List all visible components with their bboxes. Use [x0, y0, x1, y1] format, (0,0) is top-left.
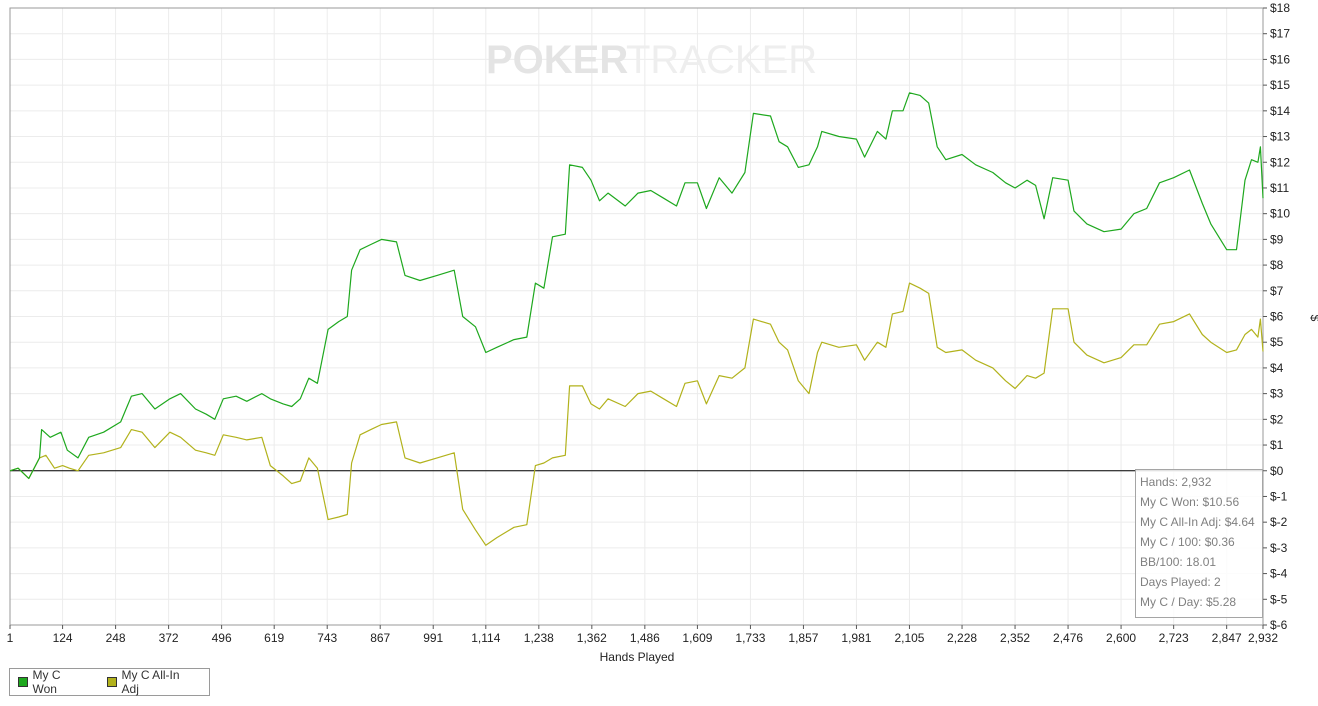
x-axis: 1 124 248 372 496 619 743 867 991 1,114 1,238 1,362…: [7, 625, 1278, 645]
legend-label-won: My C Won: [32, 668, 61, 696]
x-tick-label: 867: [370, 631, 390, 645]
x-tick-label: 1,981: [841, 631, 871, 645]
x-tick-label: 124: [53, 631, 73, 645]
legend-item-won[interactable]: My C Won: [18, 668, 85, 696]
x-tick-label: 248: [106, 631, 126, 645]
x-tick-label: 619: [264, 631, 284, 645]
y-tick-label: $-3: [1270, 541, 1288, 555]
stat-per-day: My C / Day: $5.28: [1140, 595, 1237, 609]
y-tick-label: $-4: [1270, 567, 1288, 581]
legend-swatch-won: [18, 677, 28, 687]
y-tick-label: $3: [1270, 387, 1284, 401]
y-tick-label: $2: [1270, 412, 1284, 426]
y-tick-label: $18: [1270, 1, 1290, 15]
stat-bb-100: BB/100: 18.01: [1140, 555, 1217, 569]
series-layer: [9, 92, 1264, 546]
series-line-my-c-all-in-adj[interactable]: [9, 282, 1264, 546]
y-tick-label: $-6: [1270, 618, 1288, 632]
y-tick-label: $6: [1270, 310, 1284, 324]
x-tick-label: 1: [7, 631, 14, 645]
grid: [9, 7, 1264, 626]
x-tick-label: 1,486: [630, 631, 660, 645]
y-tick-label: $8: [1270, 258, 1284, 272]
y-tick-label: $0: [1270, 464, 1284, 478]
stat-hands: Hands: 2,932: [1140, 475, 1212, 489]
y-tick-label: $10: [1270, 207, 1290, 221]
x-tick-label: 1,733: [735, 631, 765, 645]
stat-days-played: Days Played: 2: [1140, 575, 1221, 589]
y-tick-label: $17: [1270, 27, 1290, 41]
legend-swatch-allin-adj: [106, 677, 117, 687]
y-tick-label: $12: [1270, 155, 1290, 169]
x-tick-label: 1,362: [577, 631, 607, 645]
legend-label-allin-adj: My C All-In Adj: [121, 668, 180, 696]
y-tick-label: $-1: [1270, 489, 1288, 503]
series-line-my-c-won[interactable]: [9, 92, 1264, 480]
y-tick-label: $1: [1270, 438, 1284, 452]
watermark: POKER TRACKER: [486, 38, 817, 82]
x-tick-label: 2,476: [1053, 631, 1083, 645]
watermark-part2: TRACKER: [626, 38, 817, 82]
y-tick-label: $13: [1270, 130, 1290, 144]
y-tick-label: $15: [1270, 78, 1290, 92]
x-tick-label: 1,114: [471, 631, 500, 645]
x-tick-label: 1,238: [524, 631, 554, 645]
y-tick-label: $9: [1270, 232, 1284, 246]
y-tick-label: $-2: [1270, 515, 1288, 529]
x-axis-title: Hands Played: [600, 650, 675, 664]
x-tick-label: 2,228: [947, 631, 977, 645]
x-tick-label: 991: [423, 631, 443, 645]
watermark-part1: POKER: [486, 38, 628, 82]
legend-item-allin-adj[interactable]: My C All-In Adj: [106, 668, 195, 696]
stat-allin-adj: My C All-In Adj: $4.64: [1140, 515, 1255, 529]
x-tick-label: 2,932: [1248, 631, 1278, 645]
y-tick-label: $16: [1270, 52, 1290, 66]
x-tick-label: 496: [212, 631, 232, 645]
x-tick-label: 2,600: [1106, 631, 1136, 645]
stat-won: My C Won: $10.56: [1140, 495, 1240, 509]
stats-tooltip: Hands: 2,932 My C Won: $10.56 My C All-I…: [1135, 469, 1263, 618]
legend: My C Won My C All-In Adj: [9, 668, 210, 696]
x-tick-label: 2,723: [1159, 631, 1189, 645]
x-tick-label: 2,352: [1000, 631, 1030, 645]
y-tick-label: $14: [1270, 104, 1290, 118]
y-tick-label: $11: [1270, 181, 1289, 195]
y-axis-title: $: [1308, 315, 1318, 322]
y-axis: $18 $17 $16 $15 $14 $13 $12 $11 $10 $9 $8 $7 $6 $5 $4 $…: [1263, 1, 1290, 632]
y-tick-label: $5: [1270, 335, 1284, 349]
x-tick-label: 372: [159, 631, 179, 645]
x-tick-label: 2,105: [894, 631, 924, 645]
y-tick-label: $-5: [1270, 592, 1288, 606]
x-tick-label: 1,857: [788, 631, 818, 645]
x-tick-label: 2,847: [1212, 631, 1242, 645]
y-tick-label: $4: [1270, 361, 1284, 375]
stat-per-100: My C / 100: $0.36: [1140, 535, 1235, 549]
y-tick-label: $7: [1270, 284, 1284, 298]
x-tick-label: 1,609: [682, 631, 712, 645]
x-tick-label: 743: [317, 631, 337, 645]
